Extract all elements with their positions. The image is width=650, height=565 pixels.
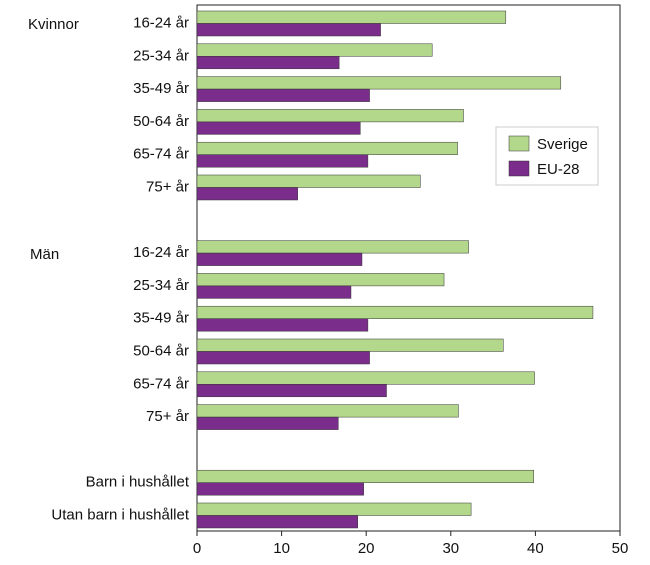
x-tick-label-20: 20 [358,540,375,557]
bar-eu-28-g0-35-49-år [196,88,370,102]
x-tick-label-30: 30 [442,540,459,557]
bars-layer [196,10,594,529]
category-label-g1-35-49-år: 35-49 år [133,310,189,327]
legend-swatch-eu28 [508,160,530,177]
category-label-g1-75-år: 75+ år [146,408,189,425]
bar-eu-28-g0-16-24-år [196,23,381,37]
group-heading-kvinnor: Kvinnor [28,16,79,33]
category-label-g2-barn-i-hushållet: Barn i hushållet [86,474,190,491]
bar-eu-28-g0-25-34-år [196,56,340,70]
category-label-g1-16-24-år: 16-24 år [133,244,189,261]
category-label-g0-75-år: 75+ år [146,179,189,196]
bar-sverige-g2-barn-i-hushållet [196,469,534,483]
bar-eu-28-g0-50-64-år [196,121,361,135]
category-label-g2-utan-barn-i-hushållet: Utan barn i hushållet [51,507,189,524]
category-label-g1-25-34-år: 25-34 år [133,277,189,294]
category-label-g1-50-64-år: 50-64 år [133,343,189,360]
bar-sverige-g1-25-34-år [196,273,445,287]
bar-eu-28-g1-35-49-år [196,318,369,332]
legend-label-eu28: EU-28 [537,161,580,178]
bar-eu-28-g0-65-74-år [196,154,369,168]
bar-sverige-g0-50-64-år [196,109,464,123]
bar-sverige-g2-utan-barn-i-hushållet [196,502,472,516]
category-label-g1-65-74-år: 65-74 år [133,375,189,392]
bar-eu-28-g1-25-34-år [196,285,352,299]
legend-label-sverige: Sverige [537,136,588,153]
bar-eu-28-g2-barn-i-hushållet [196,482,364,496]
bar-sverige-g1-50-64-år [196,338,504,352]
x-tick-label-10: 10 [273,540,290,557]
x-tick-label-0: 0 [193,540,201,557]
plot-frame [196,4,621,532]
legend: Sverige EU-28 [495,126,599,186]
category-label-g0-25-34-år: 25-34 år [133,47,189,64]
category-label-g0-65-74-år: 65-74 år [133,146,189,163]
category-labels-layer: 16-24 år 25-34 år 35-49 år 50-64 år 65-74 år… [51,15,189,524]
category-label-g0-35-49-år: 35-49 år [133,80,189,97]
category-label-g0-16-24-år: 16-24 år [133,15,189,32]
bar-eu-28-g1-50-64-år [196,351,370,365]
legend-swatch-sverige [508,135,530,152]
bar-eu-28-g1-16-24-år [196,252,363,266]
bar-sverige-g1-65-74-år [196,371,535,385]
bar-sverige-g1-16-24-år [196,240,469,254]
x-axis: 0 10 20 30 40 50 [193,531,629,557]
x-tick-label-40: 40 [527,540,544,557]
bar-sverige-g0-35-49-år [196,76,562,90]
category-label-g0-50-64-år: 50-64 år [133,113,189,130]
bar-sverige-g0-25-34-år [196,43,433,57]
bar-eu-28-g1-75-år [196,416,339,430]
bar-eu-28-g0-75-år [196,187,298,201]
bar-sverige-g0-16-24-år [196,10,507,24]
x-tick-label-50: 50 [612,540,629,557]
bar-eu-28-g2-utan-barn-i-hushållet [196,515,358,529]
bar-sverige-g0-65-74-år [196,141,458,155]
bar-sverige-g1-35-49-år [196,305,594,319]
bar-eu-28-g1-65-74-år [196,384,387,398]
bar-sverige-g1-75-år [196,404,459,418]
bar-sverige-g0-75-år [196,174,421,188]
group-heading-man: Män [30,246,59,263]
